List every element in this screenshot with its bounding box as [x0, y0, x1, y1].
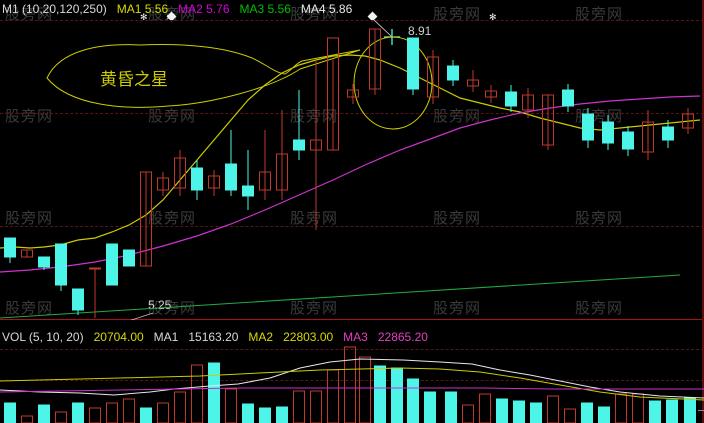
svg-text:黄昏之星: 黄昏之星 [100, 70, 168, 89]
svg-text:5.25: 5.25 [148, 298, 172, 312]
svg-text:8.91: 8.91 [408, 24, 432, 38]
